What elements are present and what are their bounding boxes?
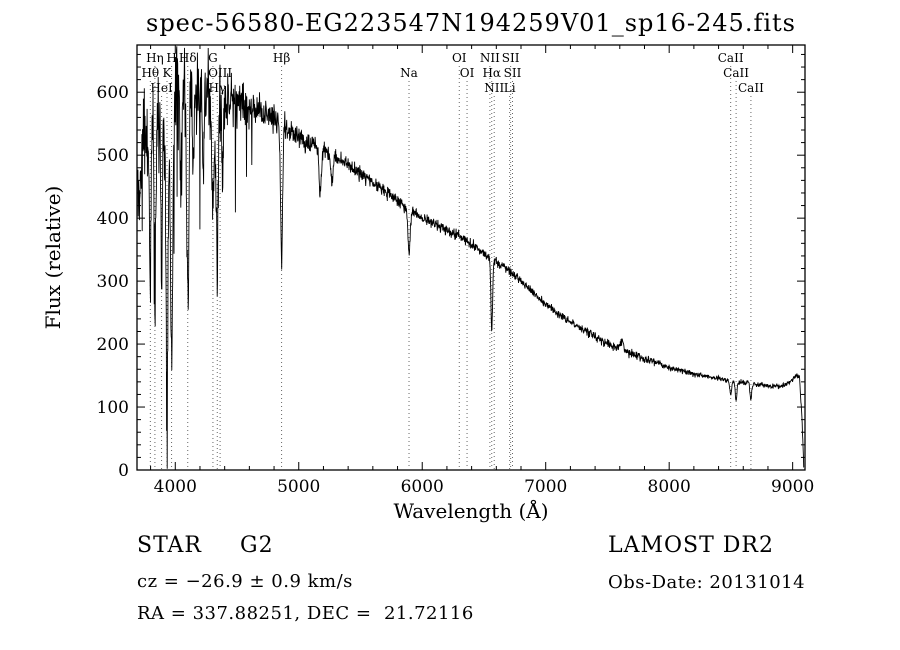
marker-label: Hδ bbox=[179, 51, 197, 65]
x-tick-label: 4000 bbox=[154, 477, 197, 497]
classification-line: STAR G2 bbox=[137, 533, 274, 558]
axis-ticks bbox=[137, 45, 805, 471]
marker-label: NII bbox=[480, 51, 500, 65]
marker-label: OI bbox=[460, 66, 475, 80]
marker-label: HeI bbox=[150, 81, 173, 95]
marker-label: K bbox=[163, 66, 173, 80]
x-tick-label: 7000 bbox=[524, 477, 567, 497]
x-tick-label: 8000 bbox=[648, 477, 691, 497]
obs-date: Obs-Date: 20131014 bbox=[608, 572, 806, 593]
marker-label: CaII bbox=[738, 81, 764, 95]
marker-label: OIII bbox=[208, 66, 232, 80]
marker-label: Na bbox=[400, 66, 418, 80]
y-tick-label: 400 bbox=[97, 209, 129, 229]
marker-label: Hθ bbox=[141, 66, 159, 80]
marker-label: G bbox=[208, 51, 218, 65]
survey-label: LAMOST DR2 bbox=[608, 533, 774, 558]
object-class: STAR bbox=[137, 533, 202, 558]
x-tick-label: 9000 bbox=[771, 477, 814, 497]
marker-label: CaII bbox=[723, 66, 749, 80]
y-axis-label: Flux (relative) bbox=[41, 186, 65, 330]
y-tick-label: 600 bbox=[97, 83, 129, 103]
marker-label: SII bbox=[502, 51, 520, 65]
x-tick-label: 6000 bbox=[401, 477, 444, 497]
y-tick-label: 300 bbox=[97, 272, 129, 292]
x-tick-label: 5000 bbox=[277, 477, 320, 497]
spectrum-line bbox=[137, 46, 805, 469]
marker-label: Hα bbox=[482, 66, 501, 80]
marker-label: H bbox=[166, 51, 176, 65]
plot-title: spec-56580-EG223547N194259V01_sp16-245.f… bbox=[146, 9, 796, 37]
marker-label: Hη bbox=[146, 51, 164, 65]
marker-label: Li bbox=[504, 81, 516, 95]
spectrum-plot: 4000 5000 6000 7000 8000 9000 0 100 200 300 400 500… bbox=[41, 44, 814, 523]
y-tick-label: 0 bbox=[118, 461, 129, 481]
cz-value: cz = −26.9 ± 0.9 km/s bbox=[137, 571, 353, 592]
marker-label: Hγ bbox=[208, 81, 226, 95]
y-tick-label: 200 bbox=[97, 335, 129, 355]
marker-label: SII bbox=[504, 66, 522, 80]
object-subclass: G2 bbox=[240, 533, 274, 558]
y-tick-label: 100 bbox=[97, 398, 129, 418]
plot-border bbox=[136, 44, 806, 471]
marker-label: NII bbox=[484, 81, 504, 95]
spectral-line-markers bbox=[149, 66, 752, 469]
marker-label: CaII bbox=[718, 51, 744, 65]
x-axis-label: Wavelength (Å) bbox=[393, 498, 548, 523]
coordinates: RA = 337.88251, DEC = 21.72116 bbox=[137, 603, 474, 624]
marker-label: OI bbox=[452, 51, 467, 65]
y-tick-label: 500 bbox=[97, 146, 129, 166]
marker-label: Hβ bbox=[273, 51, 290, 65]
